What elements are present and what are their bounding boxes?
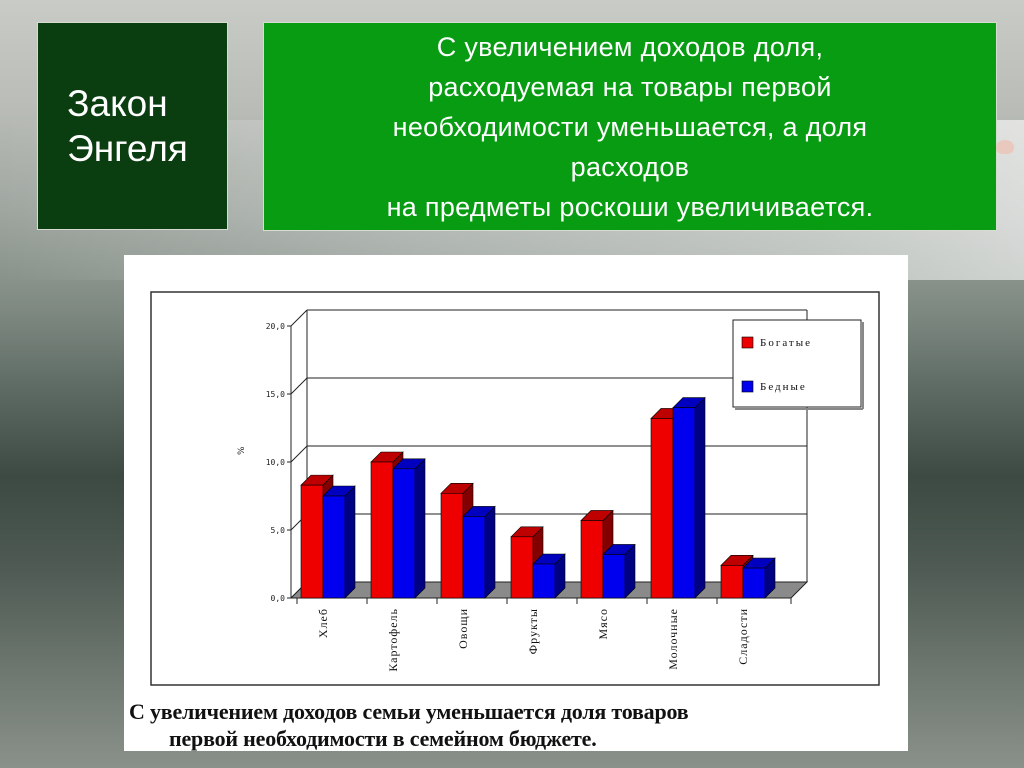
x-tick-label: Овощи [456,608,470,649]
side-gridline [290,377,308,395]
decorative-hand-icon [996,140,1014,154]
bar-rich [510,536,534,599]
bar-poor [532,563,556,599]
x-tick-label: Фрукты [526,608,540,654]
statement-panel: С увеличением доходов доля, расходуемая … [263,22,997,231]
legend-swatch [741,336,754,349]
legend-swatch [741,380,754,393]
y-tick-label: 10,0 [266,458,285,467]
bar-chart: 0,0 5,0 10,0 15,0 20,0% Хлеб Картофель Овощи Фру… [150,291,880,686]
bar-poor [462,516,486,599]
chart-caption: С увеличением доходов семьи уменьшается … [129,698,899,752]
bar-poor [672,407,696,599]
caption-line-1: С увеличением доходов семьи уменьшается … [129,699,689,724]
side-gridline [290,309,308,327]
caption-line-2: первой необходимости в семейном бюджете. [169,726,597,751]
side-gridline [290,445,308,463]
x-tick-label: Молочные [666,608,680,670]
x-tick-label: Мясо [596,608,610,640]
bar-poor [742,567,766,599]
y-axis-label: % [237,446,247,455]
bar-side [344,485,356,599]
x-tick-label: Картофель [386,608,400,672]
statement-text: С увеличением доходов доля, расходуемая … [386,31,874,222]
bar-rich [720,565,744,599]
bar-rich [300,484,324,599]
legend-label: Богатые [760,337,812,349]
bar-rich [650,418,674,599]
bar-rich [440,492,464,599]
bar-side [484,505,496,599]
y-tick-label: 0,0 [271,594,286,603]
bar-poor [602,554,626,599]
x-tick-label: Хлеб [316,608,330,638]
y-tick-label: 20,0 [266,322,285,331]
bar-rich [580,520,604,599]
y-tick-label: 15,0 [266,390,285,399]
slide-title: Закон Энгеля [67,83,188,169]
chart-panel: 0,0 5,0 10,0 15,0 20,0% Хлеб Картофель Овощи Фру… [124,255,908,751]
title-panel: Закон Энгеля [37,22,228,230]
bar-poor [322,495,346,599]
legend-label: Бедные [760,381,807,393]
x-tick-label: Сладости [736,608,750,665]
bar-side [694,396,706,599]
bar-poor [392,468,416,599]
bar-rich [370,461,394,599]
legend-box [732,319,862,408]
bar-side [414,458,426,599]
y-tick-label: 5,0 [271,526,286,535]
